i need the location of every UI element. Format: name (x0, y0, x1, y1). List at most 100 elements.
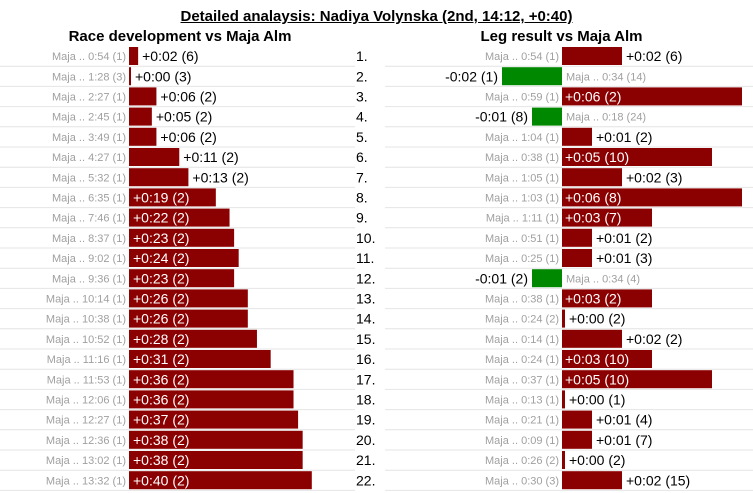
race-reference-label: Maja .. 9:02 (1) (52, 253, 126, 265)
race-value-label: +0:38 (2) (133, 432, 189, 448)
leg-bar (562, 329, 622, 348)
race-value-label: +0:31 (2) (133, 351, 189, 367)
leg-value-label: -0:02 (1) (445, 68, 498, 84)
race-reference-label: Maja .. 12:06 (1) (46, 395, 126, 407)
leg-reference-label: Maja .. 0:26 (2) (485, 455, 559, 467)
leg-value-label: -0:01 (8) (475, 109, 528, 125)
race-reference-label: Maja .. 10:52 (1) (46, 334, 126, 346)
race-bar (129, 269, 235, 288)
leg-number: 18. (356, 392, 375, 408)
leg-number: 22. (356, 472, 375, 488)
leg-number: 9. (356, 210, 368, 226)
leg-bar (562, 350, 652, 368)
leg-result-title: Leg result vs Maja Alm (480, 28, 643, 45)
leg-value-label: +0:01 (7) (596, 432, 652, 448)
leg-bar (562, 168, 622, 187)
race-reference-label: Maja .. 4:27 (1) (52, 152, 126, 164)
race-bar (129, 188, 216, 207)
race-value-label: +0:06 (2) (160, 129, 216, 145)
race-reference-label: Maja .. 2:45 (1) (52, 112, 126, 124)
race-value-label: +0:05 (2) (156, 109, 212, 125)
leg-number: 15. (356, 331, 375, 347)
race-bar (129, 430, 303, 449)
leg-number: 6. (356, 149, 368, 165)
race-bar (129, 148, 180, 166)
leg-number: 10. (356, 230, 375, 246)
race-value-label: +0:13 (2) (192, 169, 248, 185)
leg-reference-label: Maja .. 0:14 (1) (485, 334, 559, 346)
race-value-label: +0:40 (2) (133, 472, 189, 488)
leg-bar (562, 127, 592, 146)
leg-number: 12. (356, 270, 375, 286)
chart-title: Detailed analaysis: Nadiya Volynska (2nd… (180, 8, 573, 25)
race-bar (129, 249, 239, 267)
leg-reference-label: Maja .. 0:54 (1) (485, 51, 559, 63)
race-reference-label: Maja .. 12:27 (1) (46, 415, 126, 427)
race-reference-label: Maja .. 3:49 (1) (52, 132, 126, 144)
race-bar (129, 471, 312, 490)
leg-number: 3. (356, 89, 368, 105)
race-reference-label: Maja .. 9:36 (1) (52, 273, 126, 285)
race-bar (129, 67, 131, 86)
leg-bar (562, 289, 652, 308)
leg-number: 20. (356, 432, 375, 448)
leg-bar (562, 410, 592, 429)
race-bar (129, 451, 303, 469)
leg-reference-label: Maja .. 0:21 (1) (485, 415, 559, 427)
race-reference-label: Maja .. 10:14 (1) (46, 294, 126, 306)
leg-number: 17. (356, 371, 375, 387)
leg-bar (562, 451, 565, 469)
leg-reference-label: Maja .. 1:04 (1) (485, 132, 559, 144)
leg-value-label: +0:02 (3) (626, 169, 682, 185)
leg-bar (562, 390, 565, 409)
leg-reference-label: Maja .. 0:24 (2) (485, 314, 559, 326)
leg-value-label: +0:06 (2) (565, 89, 621, 105)
race-bar (129, 168, 189, 187)
leg-number: 11. (356, 250, 374, 266)
leg-reference-label: Maja .. 1:05 (1) (485, 172, 559, 184)
race-value-label: +0:24 (2) (133, 250, 189, 266)
leg-bar (532, 269, 562, 288)
leg-value-label: +0:06 (8) (565, 190, 621, 206)
race-reference-label: Maja .. 1:28 (3) (52, 71, 126, 83)
leg-bar (562, 87, 742, 106)
leg-value-label: +0:01 (4) (596, 412, 652, 428)
leg-bar (562, 228, 592, 247)
race-bar (129, 329, 257, 348)
race-bar (129, 410, 299, 429)
leg-number: 4. (356, 109, 368, 125)
leg-bar (562, 370, 712, 389)
race-value-label: +0:36 (2) (133, 392, 189, 408)
leg-value-label: +0:05 (10) (565, 149, 629, 165)
leg-reference-label: Maja .. 0:51 (1) (485, 233, 559, 245)
race-bar (129, 289, 248, 308)
race-reference-label: Maja .. 6:35 (1) (52, 193, 126, 205)
leg-reference-label: Maja .. 1:11 (1) (486, 213, 559, 225)
leg-number: 16. (356, 351, 375, 367)
leg-bar (562, 471, 622, 490)
leg-value-label: +0:01 (2) (596, 230, 652, 246)
race-reference-label: Maja .. 0:54 (1) (52, 51, 126, 63)
leg-bar (502, 67, 562, 86)
leg-value-label: +0:01 (3) (596, 250, 652, 266)
leg-reference-label: Maja .. 0:25 (1) (485, 253, 559, 265)
race-bar (129, 390, 294, 409)
race-value-label: +0:19 (2) (133, 190, 189, 206)
race-value-label: +0:23 (2) (133, 270, 189, 286)
leg-value-label: +0:01 (2) (596, 129, 652, 145)
race-value-label: +0:06 (2) (160, 89, 216, 105)
race-value-label: +0:00 (3) (135, 68, 191, 84)
race-reference-label: Maja .. 13:32 (1) (46, 475, 126, 487)
race-value-label: +0:23 (2) (133, 230, 189, 246)
race-value-label: +0:28 (2) (133, 331, 189, 347)
race-reference-label: Maja .. 11:16 (1) (47, 354, 126, 366)
race-reference-label: Maja .. 8:37 (1) (52, 233, 126, 245)
race-bar (129, 87, 157, 106)
race-bar (129, 370, 294, 389)
leg-reference-label: Maja .. 0:59 (1) (485, 92, 559, 104)
race-bar (129, 350, 271, 368)
race-value-label: +0:26 (2) (133, 311, 189, 327)
race-reference-label: Maja .. 12:36 (1) (46, 435, 126, 447)
race-value-label: +0:02 (6) (142, 48, 198, 64)
